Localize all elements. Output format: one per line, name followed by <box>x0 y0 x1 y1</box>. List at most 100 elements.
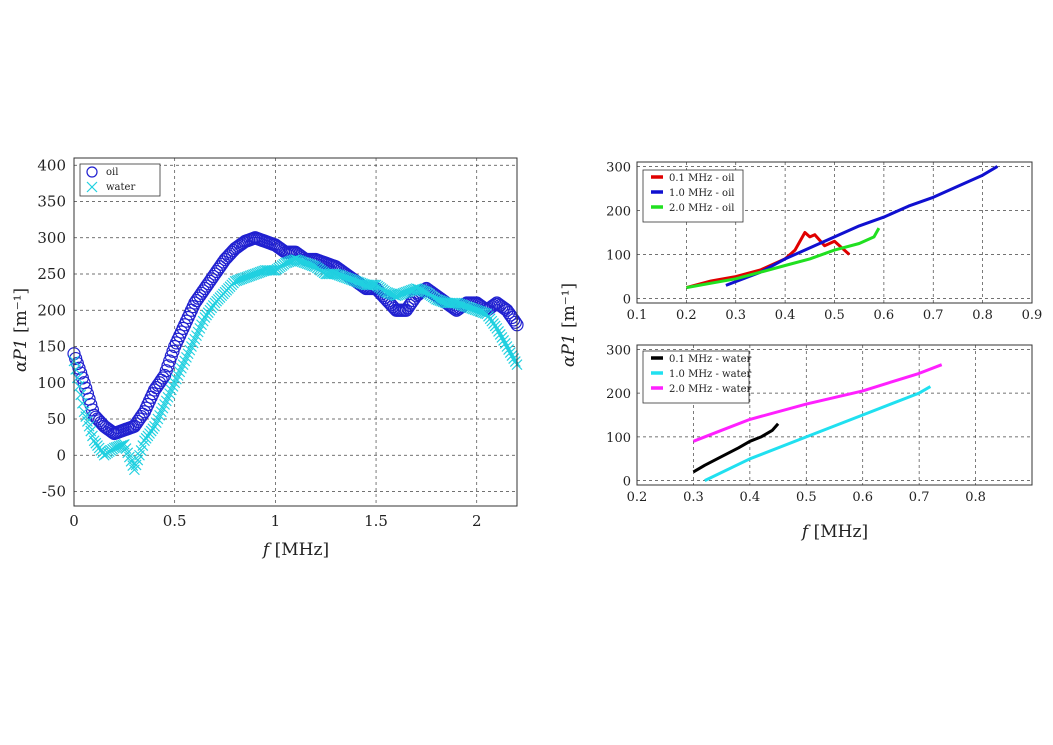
right-top-chart: 0.1 0.2 0.3 0.4 0.5 0.6 0.7 0.8 0.9 0 100 200 300 0.… <box>606 160 1042 323</box>
y-tick-label: 400 <box>37 156 66 174</box>
right-bottom-plot-frame <box>636 344 1033 486</box>
y-tick-label: 100 <box>606 431 631 446</box>
water-point <box>169 377 181 389</box>
left-x-axis-label: f [MHz] <box>261 540 329 560</box>
water-point <box>167 380 179 392</box>
x-tick-label: 0.2 <box>627 490 648 505</box>
water-point <box>509 356 521 368</box>
x-tick-label: 0.7 <box>909 490 930 505</box>
water-point <box>184 344 196 356</box>
right-bottom-legend: 0.1 MHz - water 1.0 MHz - water 2.0 MHz - … <box>642 350 752 404</box>
water-point <box>160 395 172 407</box>
water-point <box>491 322 503 334</box>
legend-label-0: 0.1 MHz - water <box>669 354 752 365</box>
x-tick-label: 1.5 <box>364 512 388 530</box>
water-point <box>182 348 194 360</box>
water-point <box>365 279 377 291</box>
x-tick-label: 0.3 <box>725 308 746 323</box>
y-tick-label: 350 <box>37 193 66 211</box>
water-point <box>191 330 202 342</box>
legend-label-2: 2.0 MHz - oil <box>669 203 734 214</box>
legend-water-marker <box>86 181 98 193</box>
right-bottom-ticks: 0.2 0.3 0.4 0.5 0.6 0.7 0.8 0 100 200 300 <box>606 343 986 505</box>
right-top-legend: 0.1 MHz - oil 1.0 MHz - oil 2.0 MHz - oil <box>642 169 744 223</box>
y-tick-label: 200 <box>37 301 66 319</box>
water-point <box>172 370 184 381</box>
left-y-axis-label: αP1 [m⁻¹] <box>11 288 31 372</box>
legend-label-1: 1.0 MHz - oil <box>669 188 734 199</box>
x-tick-label: 0.6 <box>874 308 895 323</box>
x-tick-label: 1 <box>271 512 281 530</box>
right-bottom-chart: 0.2 0.3 0.4 0.5 0.6 0.7 0.8 0 100 200 300 0.1 MHz … <box>606 343 1033 542</box>
water-point <box>162 391 174 403</box>
water-point <box>157 402 169 414</box>
x-tick-label: 0.8 <box>972 308 993 323</box>
y-tick-label: 250 <box>37 265 66 283</box>
x-tick-label: 0.9 <box>1022 308 1043 323</box>
series-line-0 <box>686 231 851 290</box>
x-tick-label: 0.4 <box>775 308 796 323</box>
y-tick-label: 200 <box>606 204 631 219</box>
right-x-axis-label: f [MHz] <box>800 522 868 542</box>
x-tick-label: 0.4 <box>740 490 761 505</box>
water-point <box>187 337 199 349</box>
water-point <box>150 417 162 429</box>
x-tick-label: 2 <box>472 512 482 530</box>
water-point <box>76 397 88 409</box>
legend-label-0: 0.1 MHz - oil <box>669 173 734 184</box>
x-tick-label: 0.2 <box>676 308 697 323</box>
water-point <box>326 268 338 280</box>
series-line-2 <box>686 227 881 290</box>
oil-point <box>496 301 511 315</box>
water-point <box>164 388 176 400</box>
water-point <box>504 347 516 358</box>
y-tick-label: 0 <box>623 293 631 308</box>
left-legend: oil water <box>79 163 161 197</box>
water-point <box>70 364 82 375</box>
y-tick-label: 100 <box>37 374 66 392</box>
oil-point <box>156 371 170 385</box>
water-point <box>174 366 186 378</box>
water-point <box>389 289 400 301</box>
legend-label-1: water <box>106 182 135 193</box>
water-point <box>189 333 201 345</box>
water-point <box>155 406 167 418</box>
water-point <box>496 332 508 343</box>
water-point <box>409 283 421 295</box>
right-bottom-series <box>692 363 943 482</box>
water-point <box>125 455 137 467</box>
series-line-1 <box>704 385 932 482</box>
left-series <box>67 231 524 476</box>
legend-label-0: oil <box>106 167 118 178</box>
x-tick-label: 0.8 <box>965 490 986 505</box>
water-point <box>170 373 182 385</box>
water-point <box>152 413 164 425</box>
water-point <box>179 355 191 367</box>
water-point <box>308 260 320 272</box>
x-tick-label: 0.6 <box>852 490 873 505</box>
y-tick-label: 50 <box>47 410 66 428</box>
y-tick-label: -50 <box>42 483 66 501</box>
water-point <box>149 420 160 432</box>
water-point <box>73 380 85 392</box>
x-tick-label: 0.7 <box>923 308 944 323</box>
x-tick-label: 0.5 <box>824 308 845 323</box>
water-point <box>494 328 506 340</box>
y-tick-label: 0 <box>56 446 66 464</box>
x-tick-label: 0.1 <box>627 308 648 323</box>
water-point <box>186 341 197 352</box>
series-line-2 <box>692 363 943 443</box>
left-plot-frame <box>73 157 518 507</box>
water-point <box>159 399 171 410</box>
water-point <box>288 254 300 266</box>
y-tick-label: 300 <box>37 229 66 247</box>
series-line-0 <box>692 422 780 474</box>
y-tick-label: 100 <box>606 249 631 264</box>
x-tick-label: 0.3 <box>683 490 704 505</box>
water-point <box>498 335 510 346</box>
legend-label-1: 1.0 MHz - water <box>669 369 752 380</box>
right-top-plot-frame <box>636 161 1033 304</box>
